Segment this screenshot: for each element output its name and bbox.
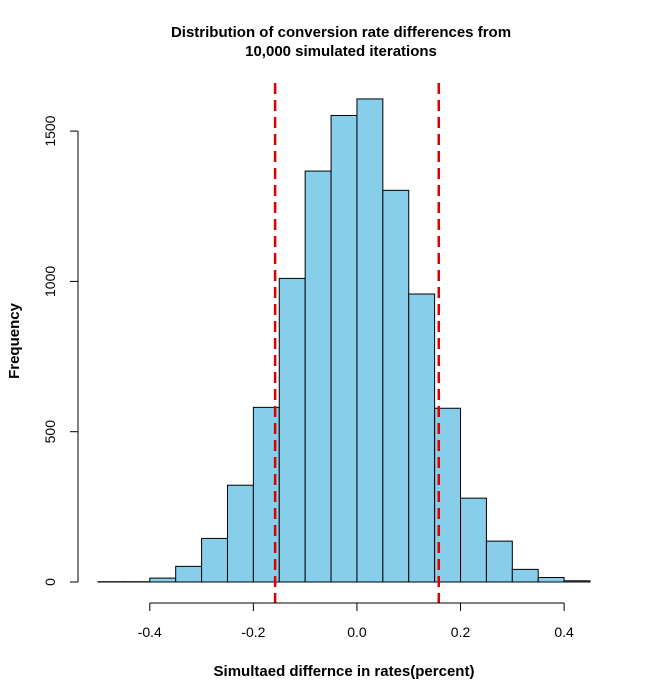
x-tick-label: 0.2: [451, 624, 471, 640]
x-tick-label: -0.2: [241, 624, 265, 640]
histogram-bar: [201, 537, 228, 583]
chart-title-line-1: Distribution of conversion rate differen…: [171, 24, 511, 41]
histogram-bar: [175, 565, 203, 583]
histogram-bar: [537, 576, 565, 583]
y-tick-label: 0: [42, 578, 58, 586]
histogram-bars: [97, 98, 591, 583]
histogram-bar: [563, 580, 591, 583]
histogram-bar: [149, 577, 177, 583]
histogram-bar: [356, 98, 384, 583]
y-axis-label: Frequency: [6, 302, 23, 379]
x-tick-label: 0.0: [347, 624, 367, 640]
histogram-bar: [226, 484, 254, 583]
histogram-bar: [304, 170, 332, 583]
histogram-bar: [460, 497, 487, 583]
x-axis-label: Simultaed differnce in rates(percent): [214, 663, 475, 680]
x-tick-label: 0.4: [554, 624, 574, 640]
histogram-bar: [408, 293, 436, 583]
y-tick-label: 1500: [42, 115, 58, 146]
histogram-bar: [330, 114, 358, 583]
histogram-bar: [485, 540, 513, 583]
x-tick-label: -0.4: [138, 624, 162, 640]
y-tick-label: 1000: [42, 266, 58, 297]
histogram-bar: [278, 277, 306, 583]
reference-lines: [273, 83, 441, 603]
histogram-bar: [382, 189, 410, 583]
y-axis: 0 500 1000 1500: [42, 115, 79, 586]
y-tick-label: 500: [42, 420, 58, 444]
x-axis: -0.4 -0.2 0.0 0.2 0.4: [138, 602, 574, 640]
chart-title-line-2: 10,000 simulated iterations: [245, 43, 437, 60]
histogram-bar: [511, 568, 539, 583]
